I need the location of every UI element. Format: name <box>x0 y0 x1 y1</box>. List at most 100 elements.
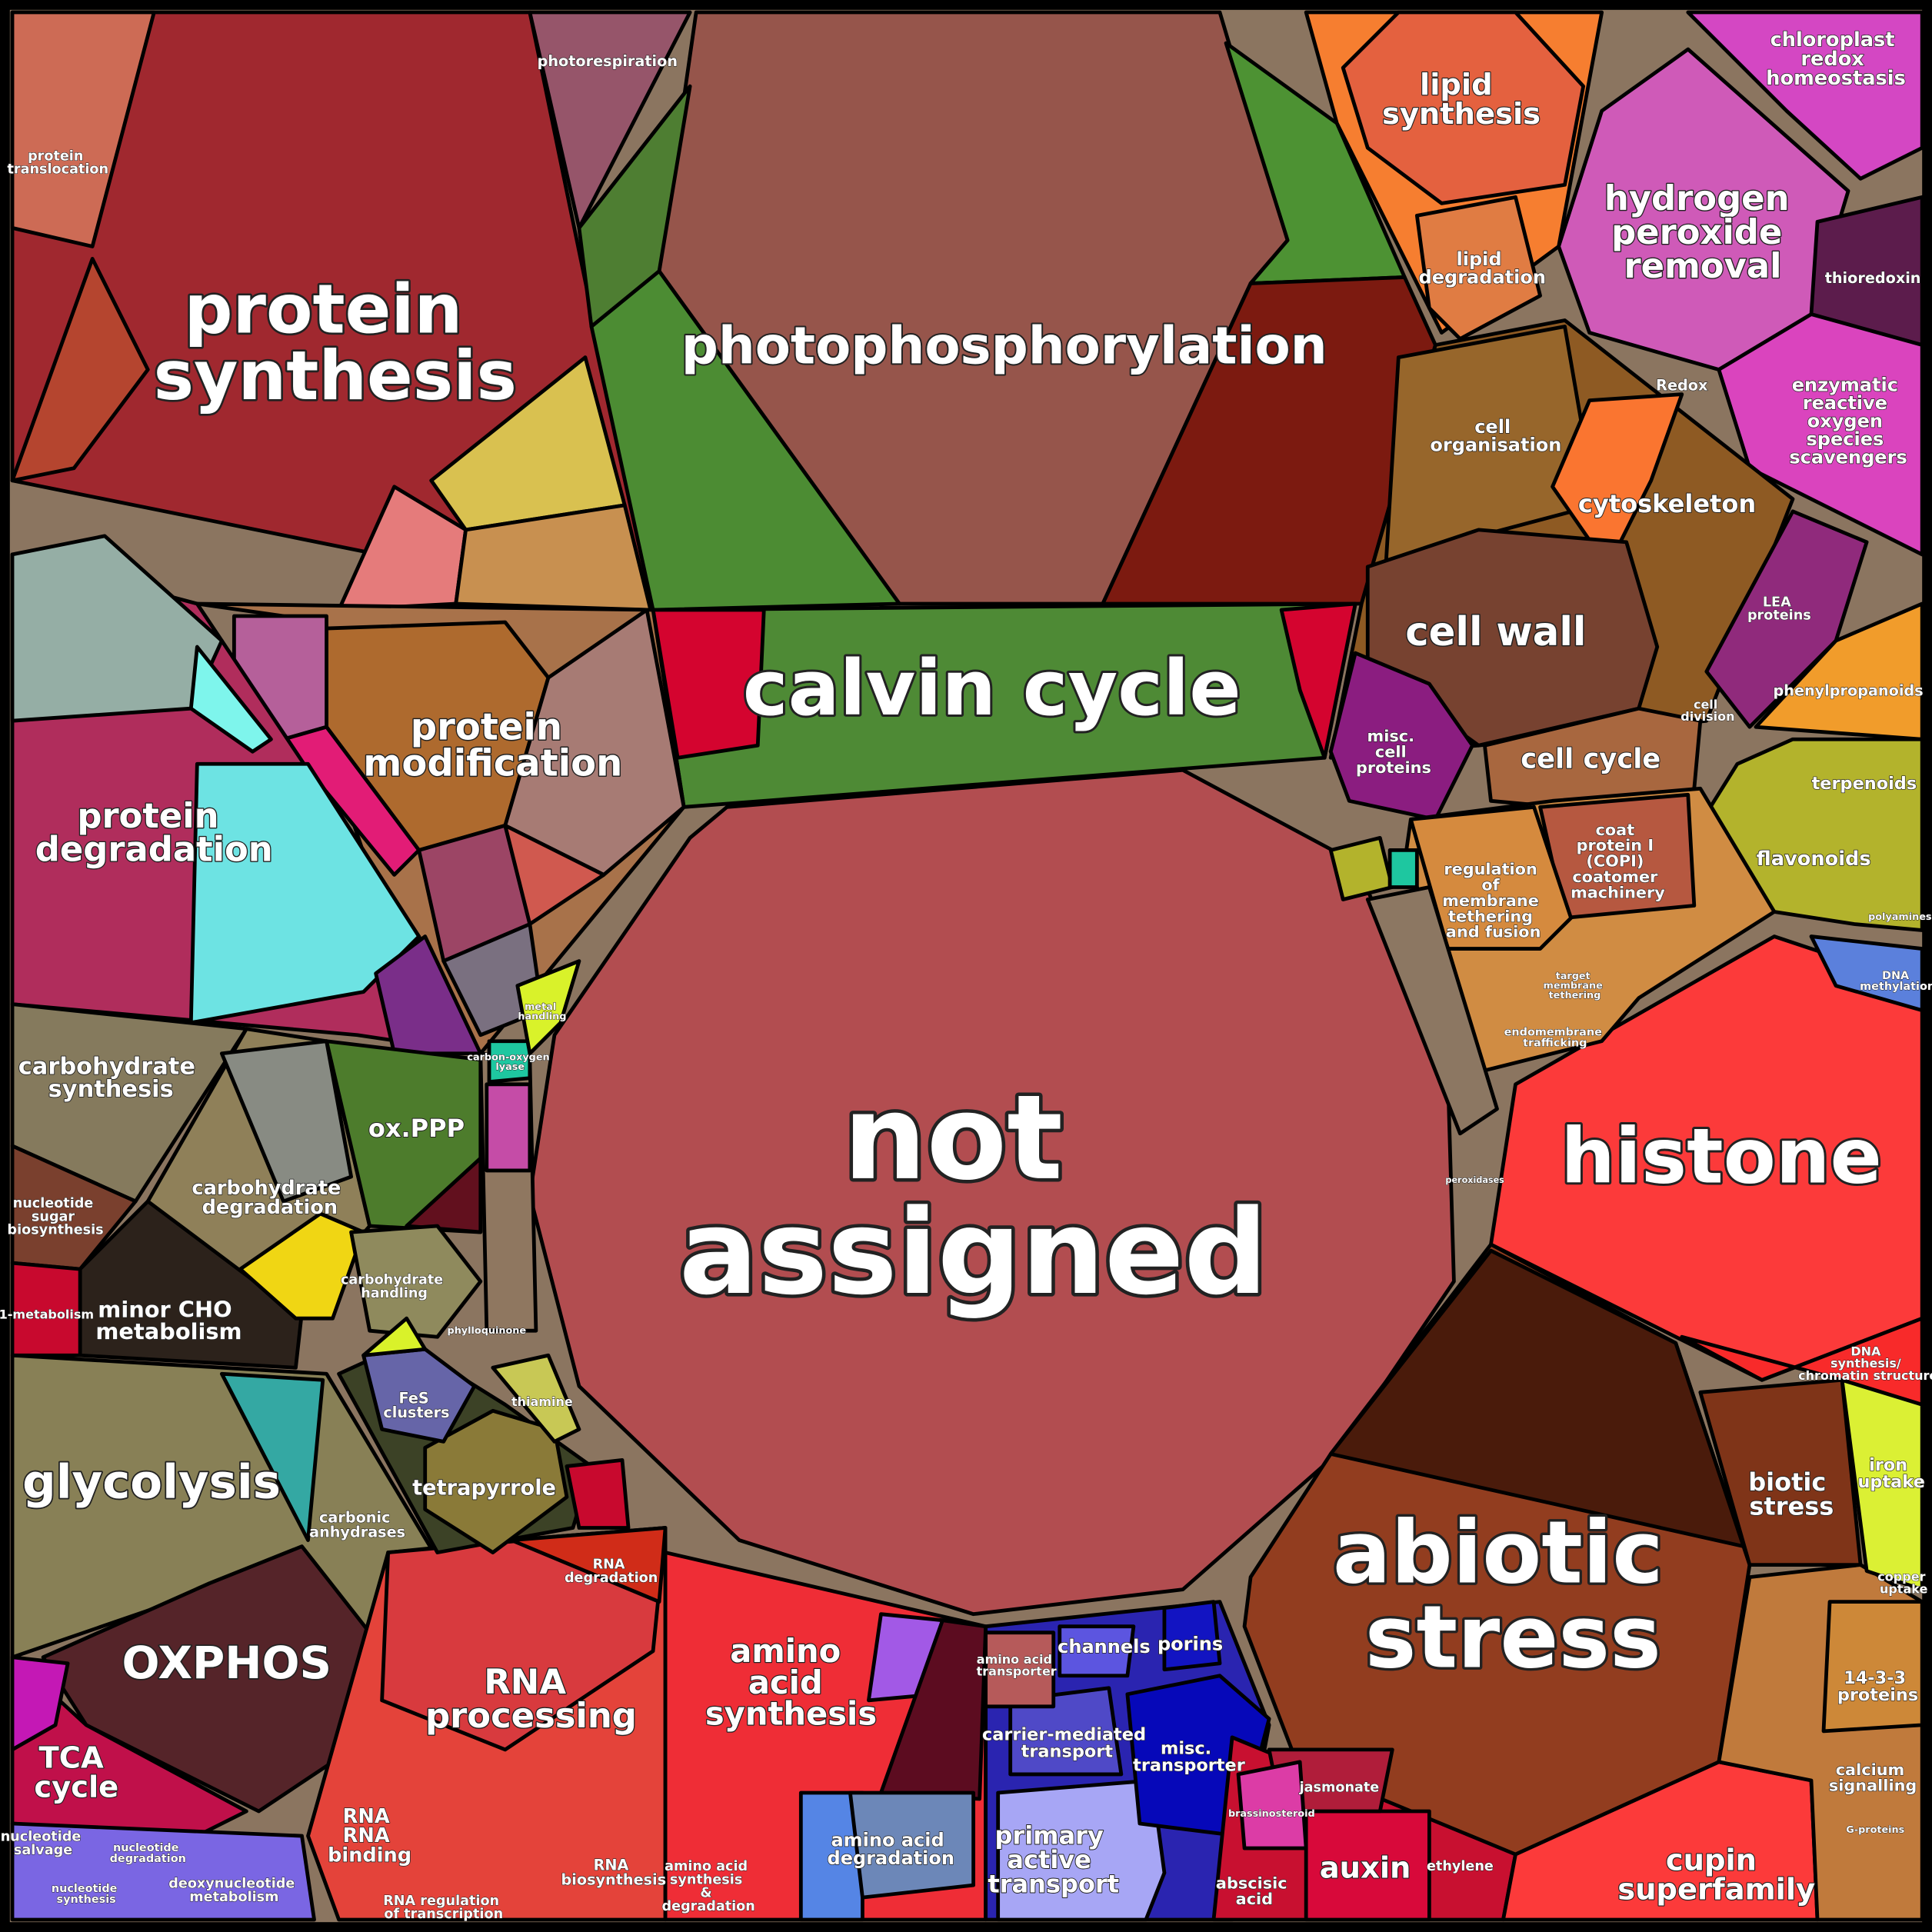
node-label: enzymatic reactive oxygen species scaven… <box>1789 374 1907 468</box>
node-label: minor CHO metabolism <box>95 1297 242 1344</box>
node-label: cytoskeleton <box>1578 489 1756 518</box>
node-label: DNA synthesis/ chromatin structure <box>1798 1344 1932 1382</box>
node-label: protein degradation <box>35 795 273 870</box>
node-label: flavonoids <box>1757 848 1871 871</box>
node-label: glycolysis <box>22 1454 281 1509</box>
cell <box>509 1526 668 1604</box>
node-label: DNA methylation <box>1860 970 1932 993</box>
node-label: peroxidases <box>1445 1175 1504 1185</box>
node-label: not assigned <box>679 1069 1267 1320</box>
cell <box>1058 1624 1136 1678</box>
node-label: nucleotide sugar biosynthesis <box>8 1196 104 1238</box>
node-label: auxin <box>1320 1850 1411 1885</box>
cell <box>10 257 150 483</box>
node-label: thioredoxin <box>1825 269 1921 287</box>
node-label: carbohydrate degradation <box>192 1177 348 1219</box>
node-label: G-proteins <box>1846 1824 1904 1836</box>
cell <box>879 1618 988 1801</box>
cell <box>491 1353 581 1444</box>
node-label: misc. transporter <box>1133 1738 1245 1775</box>
cell <box>1698 1377 1863 1567</box>
cell <box>349 1224 483 1339</box>
node-label: carbohydrate synthesis <box>18 1053 204 1103</box>
node-label: phylloquinone <box>448 1325 527 1337</box>
labels: protein synthesis photophosphorylation cal… <box>0 28 1932 1923</box>
node-label: nucleotide salvage <box>1 1830 86 1858</box>
node-label: deoxynucleotide metabolism <box>168 1877 299 1905</box>
node-label: hydrogen peroxide removal <box>1604 178 1801 286</box>
cell <box>1328 651 1474 821</box>
node-label: TCA cycle <box>34 1740 118 1804</box>
node-label: RNA biosynthesis <box>561 1856 667 1888</box>
cell <box>1387 848 1419 889</box>
cell <box>361 1316 428 1357</box>
cell <box>1717 312 1924 557</box>
node-label: RNA RNA binding <box>328 1805 411 1867</box>
node-label: OXPHOS <box>122 1637 331 1689</box>
cell <box>10 10 156 248</box>
cell <box>219 1039 353 1204</box>
node-label: tetrapyrrole <box>412 1476 556 1500</box>
cell <box>1754 601 1924 741</box>
cell <box>1008 1686 1124 1777</box>
cell <box>10 1261 82 1357</box>
cell <box>798 1790 864 1922</box>
cell <box>565 1458 631 1530</box>
node-label: Redox <box>1656 376 1708 394</box>
cell <box>1162 1600 1222 1672</box>
cell <box>10 1655 248 1838</box>
node-label: 14-3-3 proteins <box>1837 1667 1918 1704</box>
node-label: ox.PPP <box>368 1114 465 1143</box>
cell <box>577 84 692 328</box>
cell <box>1414 195 1542 341</box>
node-label: phenylpropanoids <box>1774 681 1924 699</box>
node-label: FeS clusters <box>383 1389 449 1421</box>
node-label: photophosphorylation <box>681 315 1327 375</box>
node-label: protein modification <box>363 705 622 784</box>
cell <box>219 1371 325 1542</box>
node-label: amino acid transporter <box>977 1651 1057 1678</box>
cell <box>1680 1316 1924 1407</box>
cell <box>238 1211 366 1321</box>
cell <box>1328 1248 1746 1548</box>
node-label: cell wall <box>1405 609 1586 655</box>
node-label: amino acid synthesis <box>705 1632 877 1733</box>
cell <box>503 608 686 877</box>
cell <box>487 1039 532 1084</box>
node-label: calvin cycle <box>743 645 1241 733</box>
node-label: misc. cell proteins <box>1356 727 1431 777</box>
node-label: regulation of membrane tethering and fus… <box>1442 860 1544 941</box>
cell <box>10 1655 70 1752</box>
node-label: cupin superfamily <box>1617 1843 1815 1907</box>
node-label: C1-metabolism <box>0 1307 94 1321</box>
cell <box>1365 885 1499 1136</box>
cell <box>423 1408 569 1554</box>
node-label: protein translocation <box>8 148 109 177</box>
node-label: lipid synthesis <box>1382 68 1541 132</box>
node-label: carrier-mediated transport <box>982 1724 1152 1761</box>
node-label: channels <box>1058 1636 1151 1657</box>
node-label: histone <box>1561 1113 1882 1201</box>
node-label: RNA processing <box>425 1661 637 1736</box>
cell <box>1809 934 1924 1013</box>
cell <box>984 1631 1056 1709</box>
node-label: porins <box>1158 1634 1223 1655</box>
node-label: abiotic stress <box>1333 1503 1694 1687</box>
node-label: LEA proteins <box>1747 595 1811 623</box>
cell <box>1328 835 1394 901</box>
node-label: primary active transport <box>988 1821 1119 1899</box>
cells <box>10 10 1924 1922</box>
cell <box>528 10 692 230</box>
node-label: nucleotide degradation <box>110 1842 186 1865</box>
node-label: jasmonate <box>1299 1780 1380 1796</box>
cell <box>1341 10 1586 205</box>
cell <box>503 823 606 926</box>
cell <box>1704 509 1869 729</box>
node-label: thiamine <box>511 1394 573 1409</box>
node-label: endomembrane trafficking <box>1504 1027 1606 1050</box>
node-label: cell division <box>1681 697 1734 724</box>
node-label: copper uptake <box>1877 1569 1930 1596</box>
cell <box>515 959 581 1056</box>
